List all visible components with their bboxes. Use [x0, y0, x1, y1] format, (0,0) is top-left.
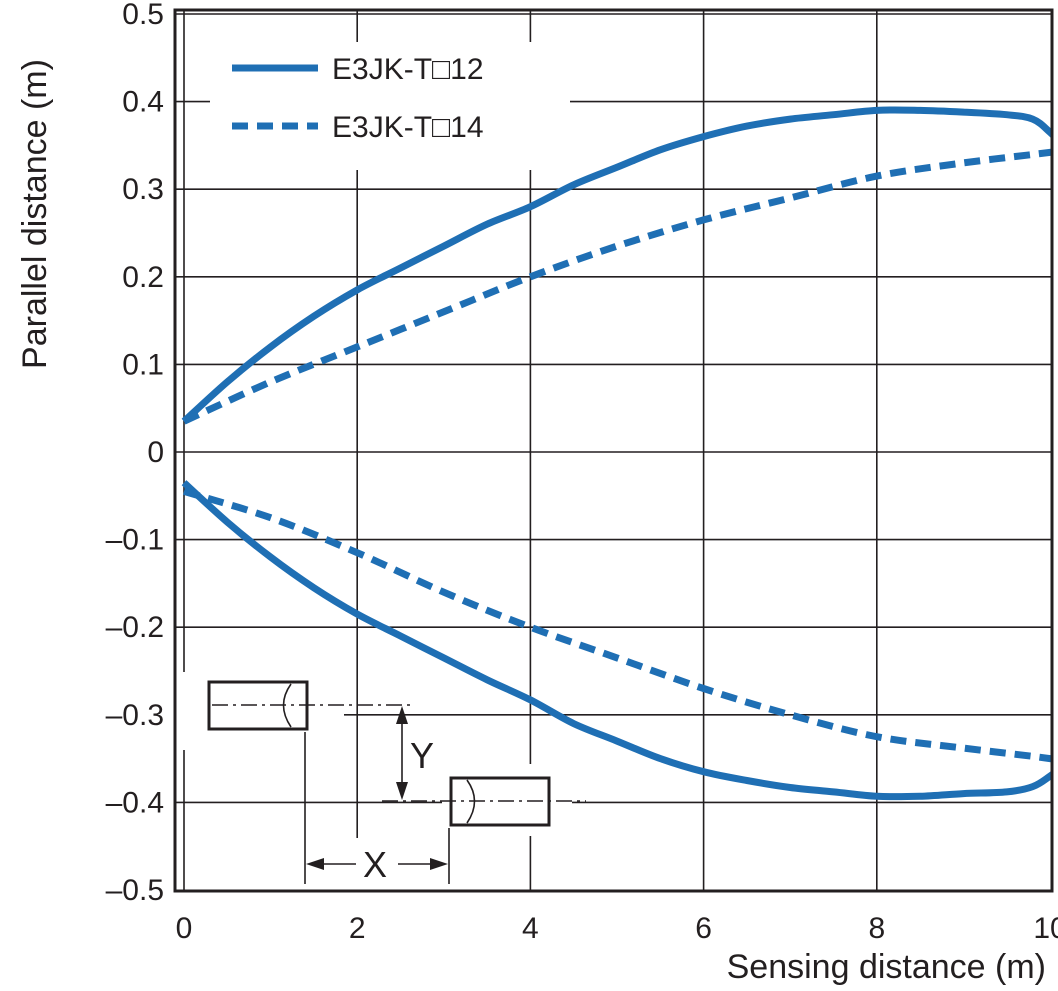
- series-layer: [181, 106, 1052, 801]
- y-tick-label: –0.5: [106, 874, 164, 907]
- y-arrow-up: [396, 706, 408, 724]
- y-tick-label: –0.4: [106, 786, 164, 819]
- series-line-e3jk-t12-lower: [181, 480, 1052, 801]
- series-line-e3jk-t12-upper: [181, 106, 1052, 424]
- y-axis-title: Parallel distance (m): [16, 59, 54, 369]
- y-tick-label: –0.1: [106, 524, 164, 557]
- legend-label-e3jk-t12: E3JK-T□12: [332, 53, 484, 86]
- series-line-e3jk-t14-lower: [182, 488, 1052, 763]
- y-dimension-label: Y: [410, 735, 434, 776]
- y-tick-label: 0.2: [122, 261, 164, 294]
- y-arrow-down: [396, 782, 408, 800]
- legend: E3JK-T□12 E3JK-T□14: [232, 53, 484, 144]
- x-tick-label: 6: [695, 912, 712, 945]
- x-tick-label: 10: [1033, 912, 1058, 945]
- plot-frame: [173, 8, 1054, 893]
- x-tick-label: 2: [349, 912, 366, 945]
- x-tick-label: 0: [176, 912, 193, 945]
- placement-diagram: Y X: [207, 680, 586, 885]
- y-tick-label: 0: [147, 436, 164, 469]
- y-tick-label: –0.2: [106, 611, 164, 644]
- x-tick-label: 4: [522, 912, 539, 945]
- y-tick-label: –0.3: [106, 699, 164, 732]
- x-axis-title: Sensing distance (m): [727, 948, 1046, 986]
- overlay: E3JK-T□12 E3JK-T□14 Y X: [174, 42, 586, 890]
- x-arrow-right: [430, 858, 448, 870]
- y-tick-label: 0.3: [122, 173, 164, 206]
- y-tick-label: 0.5: [122, 0, 164, 31]
- y-tick-label: 0.1: [122, 348, 164, 381]
- series-line-e3jk-t14-upper: [182, 148, 1052, 425]
- legend-label-e3jk-t14: E3JK-T□14: [332, 111, 484, 144]
- y-tick-label: 0.4: [122, 86, 164, 119]
- x-dimension-label: X: [363, 844, 387, 885]
- legend-background: [210, 42, 570, 170]
- tick-labels: 0 2 4 6 8 10 0.5 0.4 0.3 0.2 0.1 0 –0.1 –0.2 –0.3 –0.4 –…: [106, 0, 1058, 945]
- series-group: [181, 106, 1052, 801]
- grid: [175, 10, 1052, 891]
- x-tick-label: 8: [868, 912, 885, 945]
- x-arrow-left: [306, 858, 324, 870]
